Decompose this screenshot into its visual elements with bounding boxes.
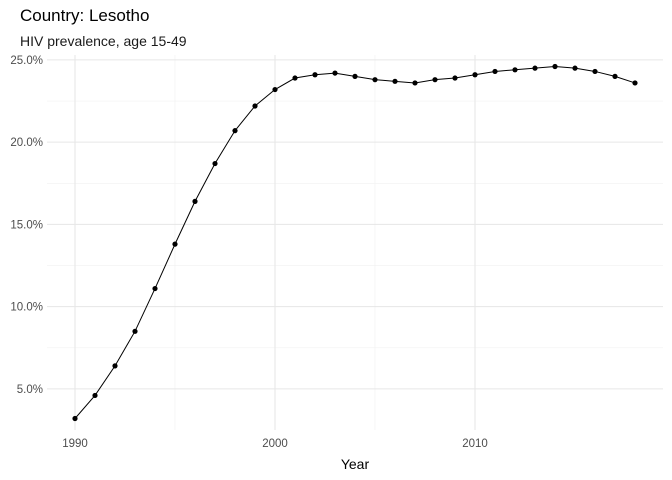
- data-point: [332, 70, 338, 76]
- data-point: [432, 77, 438, 83]
- data-point: [132, 328, 138, 334]
- x-axis-title: Year: [341, 456, 370, 472]
- x-axis-tick-labels: 1990 2000 2010: [62, 438, 488, 450]
- data-point: [532, 65, 538, 71]
- data-point: [72, 415, 78, 422]
- data-point: [452, 75, 458, 81]
- y-tick-label: 10.0%: [10, 302, 43, 314]
- data-point: [212, 160, 218, 167]
- data-point: [112, 363, 118, 369]
- data-point: [272, 86, 278, 93]
- data-point: [492, 68, 498, 75]
- data-point: [152, 285, 158, 292]
- y-tick-label: 20.0%: [10, 137, 43, 149]
- x-tick-label: 2010: [462, 438, 488, 450]
- data-point: [392, 78, 398, 84]
- data-point: [592, 68, 598, 75]
- chart-subtitle: HIV prevalence, age 15-49: [20, 33, 187, 49]
- data-point: [572, 65, 578, 71]
- data-point: [192, 198, 198, 204]
- series-line: [74, 66, 636, 419]
- series-line-group: [74, 66, 636, 419]
- x-tick-label: 2000: [262, 438, 288, 450]
- data-point: [412, 80, 418, 86]
- data-point: [92, 392, 98, 399]
- data-points: [72, 63, 638, 422]
- data-point: [172, 241, 178, 247]
- data-point: [252, 103, 258, 109]
- x-tick-label: 1990: [62, 438, 88, 450]
- data-point: [472, 72, 478, 78]
- data-point: [292, 75, 298, 81]
- y-tick-label: 15.0%: [10, 219, 43, 231]
- minor-gridlines: [47, 55, 663, 430]
- data-point: [352, 73, 358, 79]
- data-point: [312, 72, 318, 78]
- data-point: [612, 73, 618, 79]
- data-point: [372, 77, 378, 83]
- y-tick-label: 5.0%: [17, 384, 43, 396]
- major-gridlines: [47, 55, 663, 430]
- chart-title: Country: Lesotho: [20, 6, 150, 25]
- data-point: [232, 128, 238, 134]
- data-point: [632, 80, 638, 86]
- data-point: [512, 67, 518, 73]
- y-axis-tick-labels: 5.0% 10.0% 15.0% 20.0% 25.0%: [10, 55, 43, 396]
- data-point: [552, 63, 558, 70]
- y-tick-label: 25.0%: [10, 55, 43, 67]
